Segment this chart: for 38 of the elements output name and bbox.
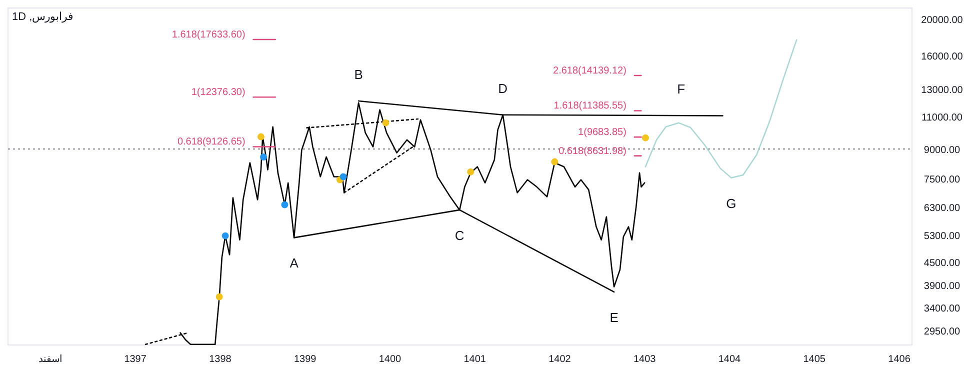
y-tick-label: 3400.00 — [924, 303, 961, 314]
annotation: D — [498, 80, 508, 96]
x-tick-label: 1406 — [888, 354, 911, 365]
data-label: 0.618(9126.65) — [177, 136, 246, 148]
annotation: C — [454, 228, 464, 243]
x-tick-label: 1401 — [464, 354, 486, 365]
y-tick-label: 11000.00 — [922, 112, 963, 124]
y-tick-label: 2950.00 — [924, 326, 961, 338]
x-tick-label: 1400 — [378, 354, 402, 365]
data-label: 1.618(17633.60) — [172, 30, 246, 41]
x-tick-label: 1404 — [718, 354, 742, 365]
y-tick-label: 20000.00 — [921, 15, 964, 26]
x-tick-label: 1399 — [294, 354, 317, 365]
y-tick-label: 4500.00 — [924, 258, 961, 269]
data-label: 1(12376.30) — [191, 87, 246, 98]
x-tick-label: 1402 — [548, 354, 572, 365]
annotation: F — [677, 82, 686, 97]
data-label: 0.618(8631.98) — [558, 146, 626, 157]
y-tick-label: 5300.00 — [924, 231, 961, 242]
data-label: 2.618(14139.12) — [553, 65, 626, 76]
y-tick-label: 13000.00 — [921, 85, 964, 96]
annotation: G — [726, 196, 736, 211]
y-tick-label: 3900.00 — [924, 281, 961, 292]
y-tick-label: 7500.00 — [924, 174, 961, 186]
x-tick-label: اسفند — [38, 354, 62, 365]
annotation: A — [290, 256, 299, 271]
data-label: 1.618(11385.55) — [554, 100, 626, 112]
annotation: B — [354, 66, 363, 82]
data-label: 1(9683.85) — [578, 127, 626, 138]
annotation: E — [610, 310, 619, 325]
y-tick-label: 16000.00 — [921, 51, 964, 62]
chart-title: فرابورس, 1D — [12, 11, 74, 23]
x-tick-label: 1398 — [209, 354, 232, 365]
y-tick-label: 6300.00 — [924, 203, 961, 214]
x-tick-label: 1397 — [124, 354, 147, 365]
y-tick-label: 9000.00 — [924, 145, 961, 156]
x-tick-label: 1403 — [633, 354, 656, 365]
x-tick-label: 1405 — [803, 354, 826, 365]
